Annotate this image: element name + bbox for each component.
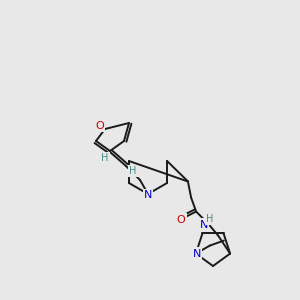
Text: O: O xyxy=(177,214,185,225)
Text: H: H xyxy=(206,214,214,224)
Text: H: H xyxy=(101,153,109,163)
Text: N: N xyxy=(193,249,201,259)
Text: N: N xyxy=(144,190,152,200)
Text: H: H xyxy=(129,166,137,176)
Text: N: N xyxy=(200,220,208,230)
Text: O: O xyxy=(96,121,104,131)
